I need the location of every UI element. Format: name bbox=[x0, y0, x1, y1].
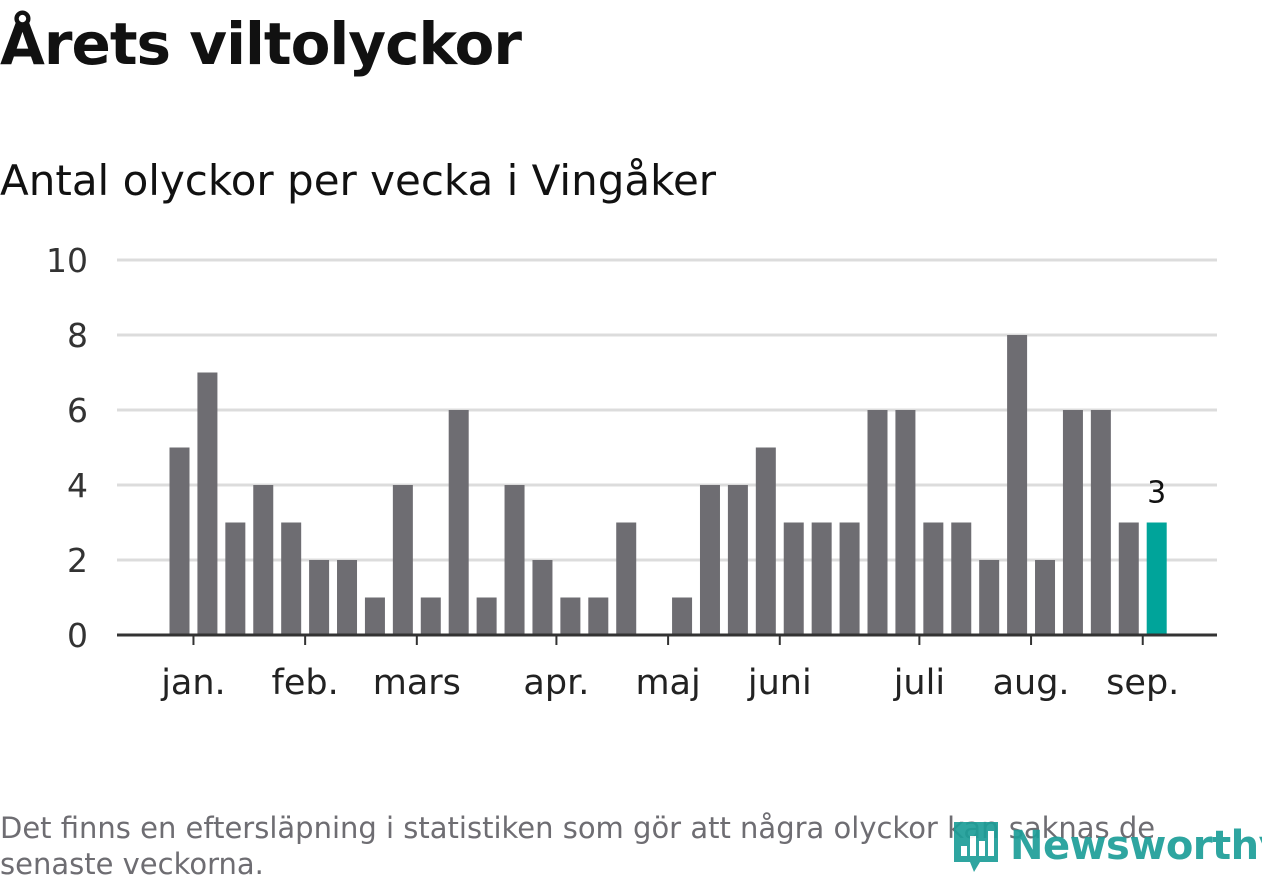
bar bbox=[811, 522, 832, 635]
x-tick-label: aug. bbox=[993, 663, 1070, 703]
bar bbox=[169, 447, 190, 635]
bar bbox=[923, 522, 944, 635]
logo-text: Newsworthy bbox=[1010, 823, 1262, 869]
bar bbox=[979, 560, 1000, 635]
bar bbox=[364, 597, 385, 635]
y-tick-label: 4 bbox=[67, 466, 88, 505]
bar bbox=[867, 410, 888, 635]
y-tick-label: 2 bbox=[67, 541, 88, 580]
x-tick-label: juli bbox=[893, 663, 945, 703]
bar bbox=[951, 522, 972, 635]
x-tick-label: mars bbox=[373, 663, 461, 703]
bar bbox=[281, 522, 302, 635]
bar bbox=[420, 597, 441, 635]
x-tick-label: maj bbox=[635, 663, 700, 703]
gridlines bbox=[117, 258, 1217, 562]
bar bbox=[532, 560, 553, 635]
bar bbox=[588, 597, 609, 635]
bar bbox=[253, 485, 274, 635]
data-label: 3 bbox=[1147, 476, 1166, 511]
bar bbox=[1118, 522, 1139, 635]
bar bbox=[337, 560, 358, 635]
bar bbox=[755, 447, 776, 635]
bar-chart: 3 0 2 4 6 8 10 jan. feb. mars apr. maj juni juli aug.… bbox=[46, 241, 1217, 703]
bar bbox=[895, 410, 916, 635]
bar bbox=[616, 522, 637, 635]
bar bbox=[392, 485, 413, 635]
x-tick-label: jan. bbox=[160, 663, 225, 703]
newsworthy-logo: Newsworthy bbox=[950, 818, 1262, 874]
y-tick-label: 10 bbox=[46, 241, 88, 280]
bar-chart-logo-icon bbox=[954, 822, 998, 872]
bar bbox=[783, 522, 804, 635]
y-tick-label: 8 bbox=[67, 316, 88, 355]
bar bbox=[225, 522, 246, 635]
bar bbox=[1035, 560, 1056, 635]
bar bbox=[1090, 410, 1111, 635]
bar bbox=[672, 597, 693, 635]
y-tick-label: 0 bbox=[67, 616, 88, 655]
bar bbox=[309, 560, 330, 635]
bar bbox=[504, 485, 525, 635]
bar bbox=[699, 485, 720, 635]
x-tick-label: feb. bbox=[272, 663, 339, 703]
bars: 3 bbox=[169, 335, 1167, 635]
x-tick-label: apr. bbox=[523, 663, 589, 703]
bar bbox=[1062, 410, 1083, 635]
bar bbox=[448, 410, 469, 635]
x-tick-label: juni bbox=[747, 663, 812, 703]
axes: 0 2 4 6 8 10 jan. feb. mars apr. maj juni juli aug. se… bbox=[46, 241, 1217, 703]
bar bbox=[727, 485, 748, 635]
x-tick-label: sep. bbox=[1106, 663, 1179, 703]
bar bbox=[839, 522, 860, 635]
chart-title: Årets viltolyckor bbox=[0, 10, 522, 78]
chart-subtitle: Antal olyckor per vecka i Vingåker bbox=[0, 156, 717, 205]
bar bbox=[1007, 335, 1028, 635]
bar bbox=[560, 597, 581, 635]
bar bbox=[197, 372, 218, 635]
highlighted-bar bbox=[1146, 522, 1167, 635]
y-tick-label: 6 bbox=[67, 391, 88, 430]
bar bbox=[476, 597, 497, 635]
